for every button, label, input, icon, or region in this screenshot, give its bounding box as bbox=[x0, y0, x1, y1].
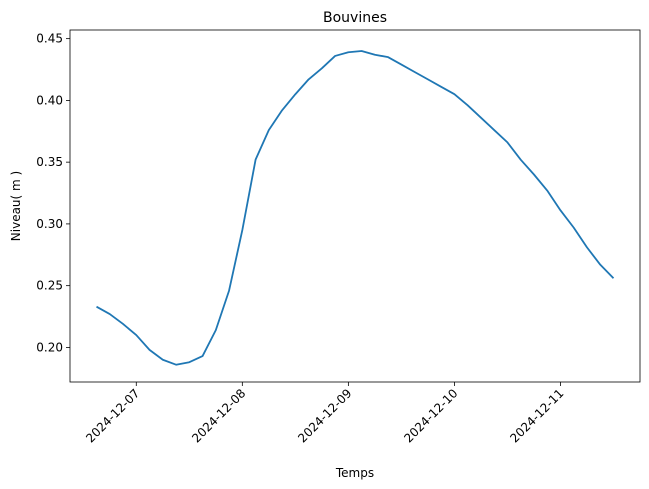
y-tick-label: 0.45 bbox=[36, 32, 63, 46]
y-axis-label: Niveau( m ) bbox=[9, 171, 23, 241]
y-tick-label: 0.30 bbox=[36, 217, 63, 231]
y-tick-label: 0.20 bbox=[36, 340, 63, 354]
plot-frame bbox=[69, 29, 641, 383]
x-tick-label: 2024-12-08 bbox=[189, 386, 248, 445]
chart-title: Bouvines bbox=[323, 10, 387, 26]
y-tick-label: 0.35 bbox=[36, 155, 63, 169]
x-tick-label: 2024-12-09 bbox=[295, 386, 354, 445]
x-axis-label: Temps bbox=[335, 466, 374, 480]
y-tick-label: 0.40 bbox=[36, 93, 63, 107]
x-tick-label: 2024-12-10 bbox=[401, 386, 460, 445]
y-tick-label: 0.25 bbox=[36, 279, 63, 293]
x-tick-label: 2024-12-07 bbox=[83, 386, 142, 445]
data-line bbox=[96, 50, 615, 366]
x-tick-label: 2024-12-11 bbox=[507, 386, 566, 445]
